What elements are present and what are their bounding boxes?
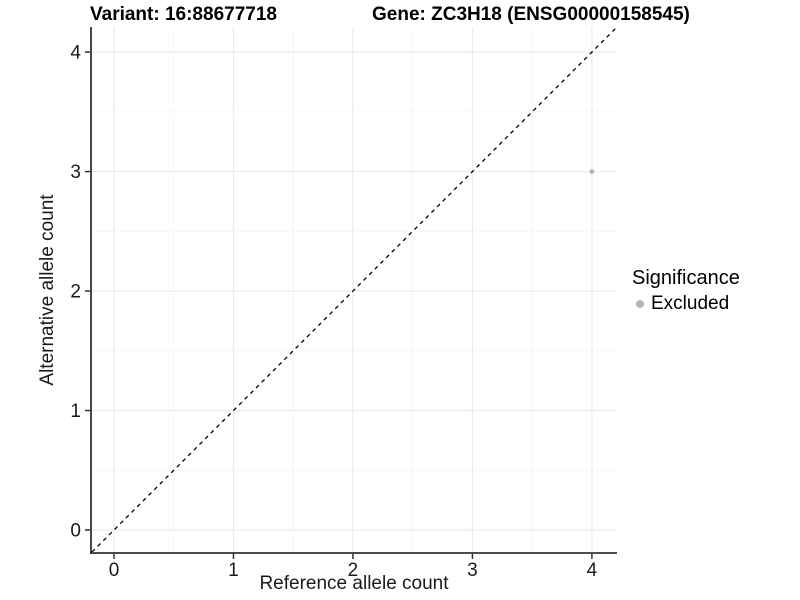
x-tick-label: 2 bbox=[348, 560, 359, 581]
x-tick-label: 4 bbox=[587, 560, 598, 581]
legend: Significance Excluded bbox=[632, 267, 740, 315]
y-axis-title: Alternative allele count bbox=[37, 194, 58, 386]
x-axis-title: Reference allele count bbox=[259, 573, 449, 594]
legend-item-label: Excluded bbox=[651, 293, 730, 314]
y-tick-label: 0 bbox=[70, 521, 81, 542]
x-tick-label: 1 bbox=[228, 560, 239, 581]
gene-title: Gene: ZC3H18 (ENSG00000158545) bbox=[372, 4, 690, 25]
variant-title: Variant: 16:88677718 bbox=[90, 4, 277, 25]
excluded-point-icon bbox=[632, 295, 648, 313]
identity-line bbox=[91, 26, 618, 553]
data-point-excluded bbox=[589, 169, 595, 174]
y-tick-label: 1 bbox=[70, 401, 81, 422]
y-tick-label: 3 bbox=[70, 162, 81, 183]
y-tick-label: 4 bbox=[70, 43, 81, 64]
legend-item-excluded: Excluded bbox=[632, 293, 740, 315]
y-tick-label: 2 bbox=[70, 282, 81, 303]
x-tick-label: 3 bbox=[467, 560, 478, 581]
x-tick-label: 0 bbox=[109, 560, 120, 581]
legend-title: Significance bbox=[632, 267, 740, 289]
